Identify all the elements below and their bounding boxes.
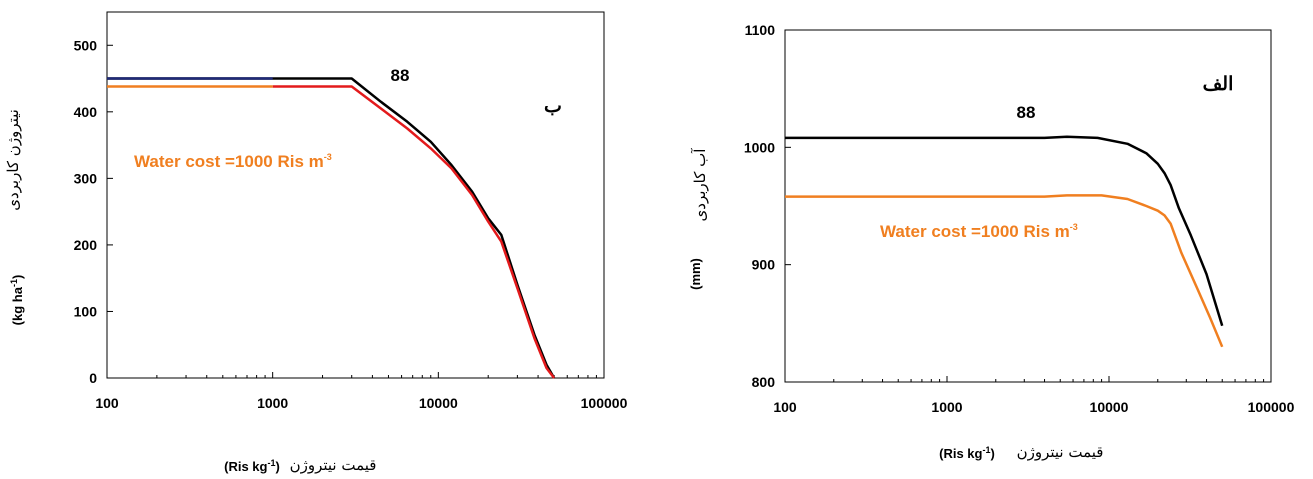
y-tick-label: 900 — [752, 257, 776, 273]
x-axis-unit-open-b: (Ris kg — [224, 459, 267, 474]
y-axis-label-fa-a: آب کاربردی — [691, 148, 709, 222]
x-axis-unit-a: (Ris kg-1) — [939, 445, 995, 461]
x-axis-unit-sup-a: -1 — [982, 445, 990, 455]
x-tick-label: 1000 — [257, 395, 288, 411]
y-tick-label: 200 — [74, 237, 98, 253]
series-line-a-0 — [785, 135, 1224, 327]
axis-ticks-b: 0 100 200 300 400 500 100 1000 10000 100000 — [74, 37, 628, 411]
x-tick-label: 10000 — [419, 395, 458, 411]
y-tick-label: 800 — [752, 374, 776, 390]
y-axis-label-fa-b: نیتروژن کاربردی — [4, 109, 22, 211]
x-tick-label: 100 — [773, 399, 797, 415]
x-axis-unit-close-b: ) — [276, 459, 280, 474]
axis-ticks-a: 800 900 1000 1100 100 1000 10000 100000 — [744, 22, 1295, 415]
panel-letter-a: الف — [1203, 74, 1234, 95]
y-tick-label: 0 — [89, 370, 97, 386]
y-tick-label: 1100 — [745, 22, 776, 38]
plot-area-b — [106, 11, 605, 379]
series-line-b-1 — [272, 85, 556, 379]
y-tick-label: 100 — [74, 303, 98, 319]
x-axis-unit-sup-b: -1 — [267, 458, 275, 468]
year-label-a: 88 — [1017, 103, 1036, 122]
water-cost-text-b: Water cost =1000 Ris m — [134, 152, 324, 171]
panel-letter-b: ب — [544, 96, 562, 117]
x-tick-label: 1000 — [931, 399, 962, 415]
y-axis-unit-b: (kg ha-1) — [9, 275, 25, 326]
y-tick-label: 300 — [74, 170, 98, 186]
plot-area-a — [784, 29, 1272, 383]
y-axis-unit-close-b: ) — [10, 275, 25, 279]
x-tick-label: 100000 — [1248, 399, 1295, 415]
y-tick-label: 1000 — [744, 139, 775, 155]
series-group-a — [785, 135, 1224, 348]
y-axis-unit-a: (mm) — [688, 258, 703, 290]
x-axis-unit-open-a: (Ris kg — [939, 446, 982, 461]
x-axis-unit-b: (Ris kg-1) — [224, 458, 280, 474]
water-cost-annotation-b: Water cost =1000 Ris m-3 — [134, 152, 332, 171]
series-group-b — [107, 77, 556, 379]
x-axis-label-fa-b: قیمت نیتروژن — [290, 456, 377, 474]
y-axis-unit-open-b: (kg ha — [10, 286, 25, 325]
y-axis-unit-sup-b: -1 — [9, 279, 19, 287]
year-label-b: 88 — [391, 66, 410, 85]
water-cost-sup-a: -3 — [1070, 222, 1078, 232]
water-cost-text-a: Water cost =1000 Ris m — [880, 222, 1070, 241]
x-axis-label-fa-a: قیمت نیتروژن — [1017, 443, 1104, 461]
x-tick-label: 10000 — [1090, 399, 1129, 415]
series-line-b-0 — [107, 77, 556, 379]
x-tick-label: 100000 — [581, 395, 628, 411]
x-tick-label: 100 — [95, 395, 119, 411]
series-line-a-1 — [785, 194, 1224, 348]
x-axis-unit-close-a: ) — [991, 446, 995, 461]
y-tick-label: 400 — [74, 104, 98, 120]
y-tick-label: 500 — [74, 37, 98, 53]
water-cost-annotation-a: Water cost =1000 Ris m-3 — [880, 222, 1078, 241]
water-cost-sup-b: -3 — [324, 152, 332, 162]
